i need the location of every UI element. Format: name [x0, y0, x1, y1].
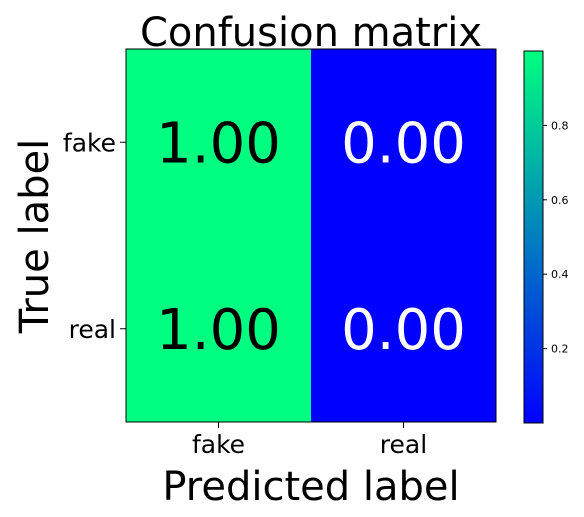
y-tick-label: fake [63, 128, 116, 157]
x-tick-label: fake [192, 430, 245, 459]
axes: fake real fake real [63, 128, 427, 459]
x-axis-label: Predicted label [162, 464, 459, 510]
matrix-cells: 1.00 0.00 1.00 0.00 [126, 49, 497, 423]
cell-value-label: 1.00 [156, 298, 281, 363]
colorbar-ticks: 0.2 0.4 0.6 0.8 [543, 119, 569, 356]
matrix-cell [126, 235, 312, 423]
chart-title: Confusion matrix [140, 10, 482, 56]
x-tick-label: real [380, 430, 427, 459]
colorbar-tick-label: 0.2 [551, 343, 569, 356]
colorbar-tick-label: 0.8 [551, 119, 569, 132]
plot-frame [125, 48, 497, 423]
colorbar-tick-label: 0.4 [551, 268, 569, 281]
matrix-cell [311, 49, 497, 236]
y-axis-label: True label [12, 139, 58, 334]
cell-value-label: 0.00 [341, 298, 466, 363]
cell-value-label: 0.00 [341, 111, 466, 176]
colorbar-tick-label: 0.6 [551, 194, 569, 207]
colorbar [523, 50, 544, 424]
cell-value-label: 1.00 [156, 111, 281, 176]
matrix-cell [126, 49, 312, 236]
y-tick-label: real [69, 315, 116, 344]
matrix-cell [311, 235, 497, 423]
